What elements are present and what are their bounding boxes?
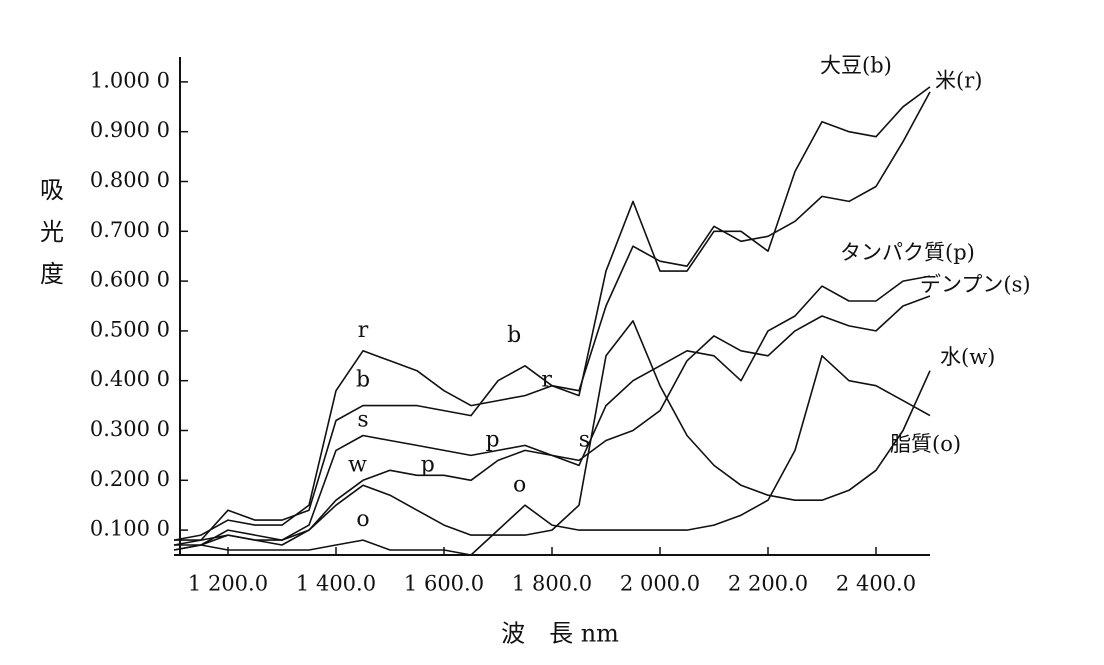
x-tick-label: 1 400.0: [296, 572, 376, 596]
x-tick-label: 1 800.0: [512, 572, 592, 596]
y-tick-label: 1.000 0: [90, 68, 170, 92]
series-line: [174, 355, 931, 556]
series-label: タンパク質(p): [840, 241, 975, 265]
annotation: p: [421, 452, 435, 477]
annotation: s: [579, 427, 590, 452]
x-tick-label: 2 400.0: [836, 572, 916, 596]
series-label: デンプン(s): [920, 273, 1031, 297]
x-tick-label: 1 600.0: [404, 572, 484, 596]
annotation: p: [486, 427, 500, 452]
series-label: 脂質(o): [890, 432, 961, 456]
annotation: o: [356, 507, 369, 532]
y-tick-label: 0.400 0: [90, 367, 170, 391]
series-line: [173, 91, 931, 541]
y-tick-label: 0.300 0: [90, 417, 170, 441]
y-tick-label: 0.600 0: [90, 268, 170, 292]
y-axis-label: 吸光度: [36, 177, 64, 303]
series-label: 米(r): [935, 68, 982, 92]
y-tick-label: 0.200 0: [90, 467, 170, 491]
annotation: r: [541, 368, 552, 393]
series-line: [173, 275, 931, 551]
annotation: b: [356, 368, 370, 393]
y-tick-label: 0.500 0: [90, 317, 170, 341]
series-label: 大豆(b): [820, 53, 892, 77]
annotation: b: [507, 323, 521, 348]
y-tick-label: 0.800 0: [90, 168, 170, 192]
x-tick-label: 2 200.0: [728, 572, 808, 596]
y-tick-label: 0.700 0: [90, 218, 170, 242]
series-line: [173, 86, 931, 546]
x-tick-label: 1 200.0: [188, 572, 268, 596]
y-tick-label: 0.900 0: [90, 118, 170, 142]
annotation: o: [513, 472, 526, 497]
y-tick-label: 0.100 0: [90, 517, 170, 541]
x-axis-label: 波 長 nm: [501, 620, 619, 648]
series-line: [174, 320, 931, 546]
x-tick-label: 2 000.0: [620, 572, 700, 596]
annotation: s: [357, 408, 368, 433]
series-line: [173, 295, 931, 551]
annotation: r: [358, 318, 369, 343]
annotation: w: [348, 452, 367, 477]
series-label: 水(w): [940, 345, 995, 369]
